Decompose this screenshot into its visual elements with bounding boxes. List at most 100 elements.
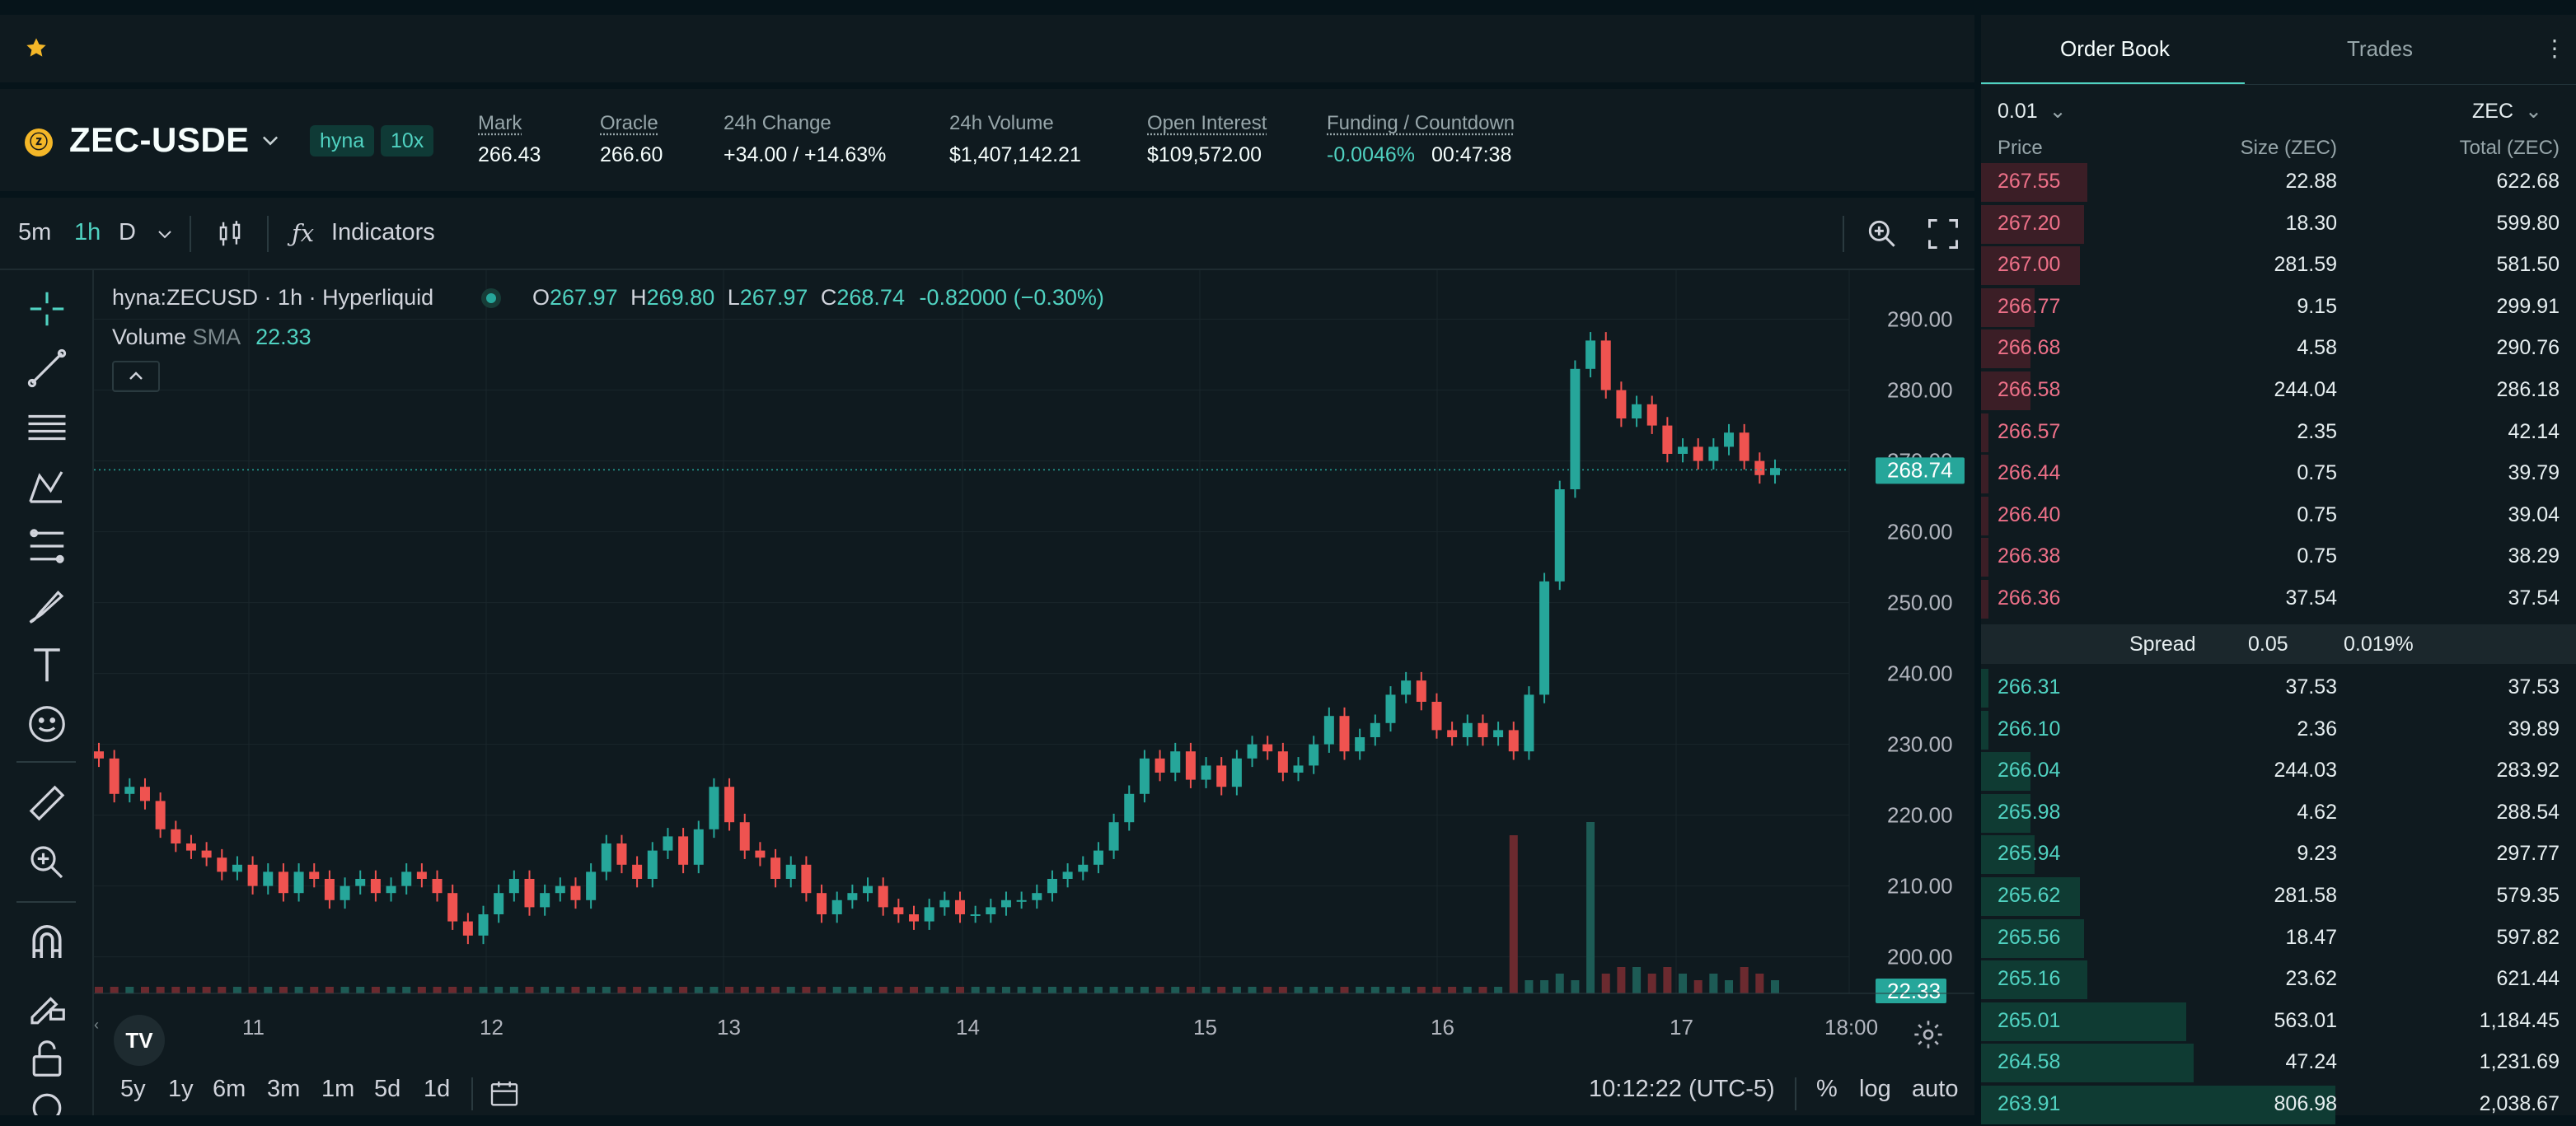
- horizontal-lines-icon[interactable]: [25, 405, 69, 450]
- indicators-icon[interactable]: ƒx: [292, 219, 315, 247]
- star-icon[interactable]: [25, 36, 48, 59]
- candle-body: [1616, 390, 1627, 418]
- range-3m[interactable]: 3m: [267, 1076, 301, 1102]
- ask-row[interactable]: 266.58 244.04 286.18: [1981, 370, 2576, 412]
- volume-bar: [186, 987, 195, 993]
- pattern-icon[interactable]: [25, 465, 69, 509]
- more-vertical-icon[interactable]: ⋮: [2543, 35, 2566, 61]
- chevron-down-icon[interactable]: [155, 224, 175, 244]
- collapse-legend-button[interactable]: [112, 361, 160, 392]
- percent-toggle[interactable]: %: [1816, 1076, 1838, 1102]
- range-1y[interactable]: 1y: [168, 1076, 194, 1102]
- bid-row[interactable]: 265.62 281.58 579.35: [1981, 876, 2576, 918]
- candle-body: [1185, 751, 1196, 780]
- lock-draw-icon[interactable]: [25, 980, 69, 1025]
- bid-price: 265.62: [1998, 884, 2061, 907]
- bid-row[interactable]: 264.58 47.24 1,231.69: [1981, 1042, 2576, 1084]
- ask-row[interactable]: 267.00 281.59 581.50: [1981, 245, 2576, 287]
- magnet-icon[interactable]: [25, 921, 69, 965]
- bid-row[interactable]: 266.04 244.03 283.92: [1981, 750, 2576, 792]
- leverage-tag[interactable]: 10x: [381, 125, 434, 157]
- candlestick-chart[interactable]: 200.00 210.00 220.00 230.00 240.00 250.00 260.…: [94, 270, 1974, 1061]
- ruler-icon[interactable]: [25, 781, 69, 825]
- timeframe-d[interactable]: D: [119, 219, 136, 245]
- settings-gear-icon[interactable]: [1912, 1018, 1945, 1051]
- candle-body: [94, 751, 104, 759]
- ask-row[interactable]: 266.77 9.15 299.91: [1981, 287, 2576, 329]
- candles-icon[interactable]: [214, 217, 246, 250]
- bid-row[interactable]: 265.16 23.62 621.44: [1981, 959, 2576, 1001]
- bid-row[interactable]: 265.98 4.62 288.54: [1981, 792, 2576, 834]
- lock-icon[interactable]: [25, 1036, 69, 1081]
- ask-row[interactable]: 266.44 0.75 39.79: [1981, 453, 2576, 495]
- bid-row[interactable]: 266.10 2.36 39.89: [1981, 709, 2576, 751]
- fib-icon[interactable]: [25, 524, 69, 568]
- volume-bar: [494, 987, 503, 993]
- ask-row[interactable]: 266.40 0.75 39.04: [1981, 495, 2576, 537]
- fullscreen-icon[interactable]: [1925, 216, 1961, 252]
- candle-body: [555, 885, 565, 894]
- tab-order-book[interactable]: Order Book: [2060, 36, 2170, 61]
- range-1m[interactable]: 1m: [321, 1076, 355, 1102]
- bid-row[interactable]: 265.94 9.23 297.77: [1981, 834, 2576, 876]
- candle-body: [1431, 702, 1442, 731]
- indicators-button[interactable]: Indicators: [331, 219, 435, 245]
- range-1d[interactable]: 1d: [424, 1076, 451, 1102]
- unit-select[interactable]: ZEC ⌄: [2472, 99, 2542, 124]
- ask-row[interactable]: 266.68 4.58 290.76: [1981, 328, 2576, 370]
- volume-bar: [910, 987, 919, 993]
- candle-body: [1585, 340, 1596, 369]
- ask-row[interactable]: 267.20 18.30 599.80: [1981, 203, 2576, 245]
- trend-line-icon[interactable]: [25, 346, 69, 390]
- volume-bar: [1186, 987, 1195, 993]
- tick-size-select[interactable]: 0.01 ⌄: [1998, 99, 2067, 124]
- bid-row[interactable]: 265.01 563.01 1,184.45: [1981, 1001, 2576, 1043]
- timeframe-5m[interactable]: 5m: [18, 219, 52, 245]
- volume-bar: [1248, 987, 1257, 993]
- candle-body: [247, 864, 258, 886]
- y-tick-label: 200.00: [1887, 945, 1953, 969]
- candle-body: [109, 758, 119, 794]
- range-5y[interactable]: 5y: [120, 1076, 146, 1102]
- y-tick-label: 250.00: [1887, 591, 1953, 615]
- ohlc-l: 267.97: [739, 285, 808, 310]
- ask-row[interactable]: 266.57 2.35 42.14: [1981, 412, 2576, 454]
- text-icon[interactable]: [25, 642, 69, 687]
- candle-body: [293, 871, 304, 894]
- ask-row[interactable]: 266.36 37.54 37.54: [1981, 578, 2576, 620]
- tradingview-logo[interactable]: TV: [114, 1015, 165, 1066]
- volume-bar: [1571, 980, 1580, 993]
- bid-row[interactable]: 266.31 37.53 37.53: [1981, 667, 2576, 709]
- chart-plot[interactable]: 200.00 210.00 220.00 230.00 240.00 250.00 260.…: [94, 270, 1974, 1115]
- zoom-icon[interactable]: [25, 840, 69, 885]
- scroll-left-icon[interactable]: ‹: [94, 1016, 99, 1033]
- stat-label: Mark: [478, 112, 522, 134]
- eye-icon[interactable]: [25, 1086, 69, 1115]
- volume-bar: [356, 987, 365, 993]
- range-6m[interactable]: 6m: [213, 1076, 246, 1102]
- ask-row[interactable]: 267.55 22.88 622.68: [1981, 161, 2576, 203]
- calendar-range-icon[interactable]: [488, 1077, 521, 1110]
- emoji-icon[interactable]: [25, 702, 69, 746]
- volume-bar: [1294, 987, 1303, 993]
- spread-row: Spread 0.05 0.019%: [1981, 624, 2576, 664]
- volume-tag: [1876, 979, 1946, 1003]
- timeframe-1h[interactable]: 1h: [74, 219, 101, 245]
- brush-icon[interactable]: [25, 583, 69, 628]
- tab-trades[interactable]: Trades: [2347, 36, 2413, 61]
- chevron-down-icon[interactable]: [259, 128, 282, 152]
- bid-row[interactable]: 265.56 18.47 597.82: [1981, 918, 2576, 960]
- log-toggle[interactable]: log: [1859, 1076, 1891, 1102]
- bid-row[interactable]: 263.91 806.98 2,038.67: [1981, 1084, 2576, 1126]
- stat-value: 266.60: [600, 143, 663, 166]
- ask-row[interactable]: 266.38 0.75 38.29: [1981, 536, 2576, 578]
- bid-price: 265.01: [1998, 1008, 2061, 1032]
- chart-clock[interactable]: 10:12:22 (UTC-5): [1589, 1076, 1775, 1102]
- crosshair-icon[interactable]: [25, 287, 69, 331]
- market-symbol[interactable]: ZEC-USDE: [69, 120, 250, 159]
- volume-bar: [679, 987, 688, 993]
- zoom-in-icon[interactable]: [1864, 216, 1900, 252]
- divider: [267, 216, 269, 252]
- range-5d[interactable]: 5d: [374, 1076, 401, 1102]
- auto-toggle[interactable]: auto: [1912, 1076, 1959, 1102]
